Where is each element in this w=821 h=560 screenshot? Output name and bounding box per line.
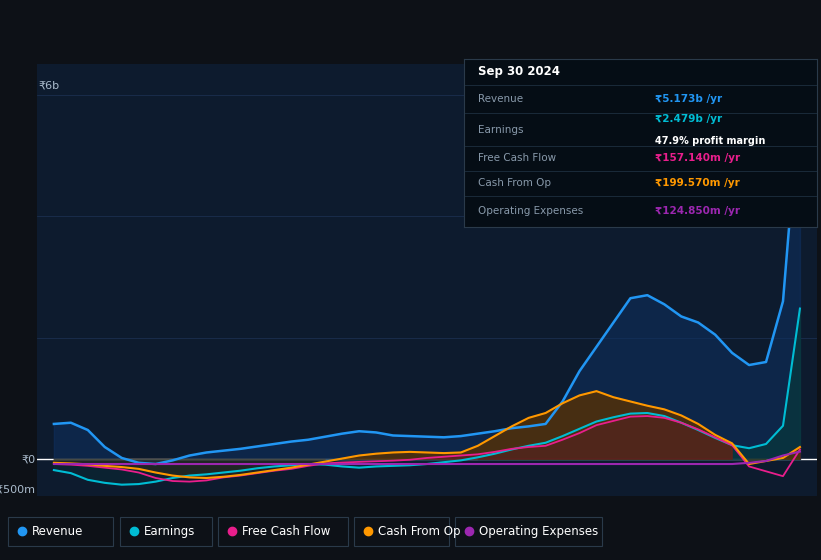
Text: ₹6b: ₹6b xyxy=(39,81,60,91)
Text: Earnings: Earnings xyxy=(144,525,195,538)
Text: 47.9% profit margin: 47.9% profit margin xyxy=(654,136,765,146)
Text: Sep 30 2024: Sep 30 2024 xyxy=(478,66,560,78)
Text: Cash From Op: Cash From Op xyxy=(378,525,461,538)
Text: ₹2.479b /yr: ₹2.479b /yr xyxy=(654,114,722,124)
Text: Revenue: Revenue xyxy=(32,525,84,538)
Text: Operating Expenses: Operating Expenses xyxy=(478,206,583,216)
Text: ₹0: ₹0 xyxy=(21,454,35,464)
Text: Cash From Op: Cash From Op xyxy=(478,178,551,188)
Text: Free Cash Flow: Free Cash Flow xyxy=(242,525,330,538)
Text: ₹124.850m /yr: ₹124.850m /yr xyxy=(654,206,740,216)
Text: Operating Expenses: Operating Expenses xyxy=(479,525,599,538)
Text: ₹199.570m /yr: ₹199.570m /yr xyxy=(654,178,739,188)
Text: Free Cash Flow: Free Cash Flow xyxy=(478,153,556,164)
Text: -₹500m: -₹500m xyxy=(0,484,35,494)
Text: Revenue: Revenue xyxy=(478,94,523,104)
Text: Earnings: Earnings xyxy=(478,125,524,135)
Text: ₹157.140m /yr: ₹157.140m /yr xyxy=(654,153,740,164)
Text: ₹5.173b /yr: ₹5.173b /yr xyxy=(654,94,722,104)
